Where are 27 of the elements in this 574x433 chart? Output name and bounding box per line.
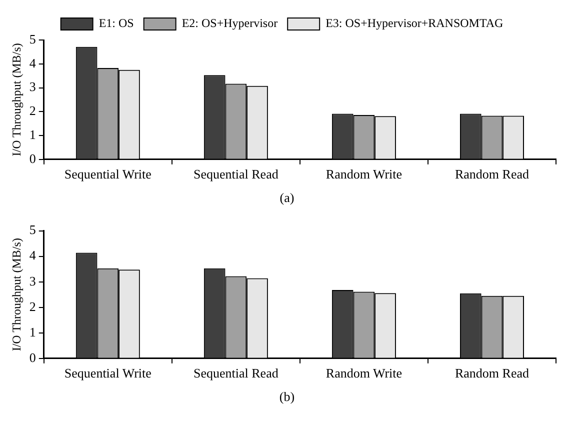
y-tick-label: 3 — [29, 273, 36, 288]
y-tick-label: 1 — [29, 324, 36, 340]
y-tick-label: 3 — [29, 79, 36, 94]
legend-label: E2: OS+Hypervisor — [182, 16, 278, 30]
y-tick-label: 0 — [29, 150, 36, 166]
x-tick-label: Sequential Read — [194, 366, 279, 381]
x-tick-label: Sequential Write — [64, 166, 152, 182]
x-tick-label: Sequential Write — [64, 366, 152, 381]
y-tick-label: 2 — [29, 298, 36, 314]
y-tick-label: 5 — [29, 222, 36, 238]
x-tick-label: Random Read — [454, 166, 530, 182]
x-tick-label: Random Read — [454, 366, 530, 381]
y-tick-label: 5 — [29, 31, 36, 46]
text: (a) — [278, 190, 296, 206]
y-tick-label: 4 — [29, 55, 36, 70]
legend-label: E3: OS+Hypervisor+RANSOMTAG — [326, 16, 504, 30]
y-axis-title: I/O Throughput (MB/s) — [9, 238, 24, 352]
y-tick-label: 4 — [29, 248, 36, 263]
y-tick-label: 2 — [29, 103, 36, 118]
text: (b) — [278, 389, 296, 405]
legend-label: E1: OS — [98, 16, 134, 30]
y-tick-label: 0 — [29, 350, 36, 365]
x-tick-label: Random Write — [326, 166, 402, 182]
x-tick-label: Random Write — [326, 366, 402, 381]
y-tick-label: 1 — [29, 126, 36, 142]
y-axis-title: I/O Throughput (MB/s) — [9, 43, 24, 156]
x-tick-label: Sequential Read — [194, 166, 279, 182]
